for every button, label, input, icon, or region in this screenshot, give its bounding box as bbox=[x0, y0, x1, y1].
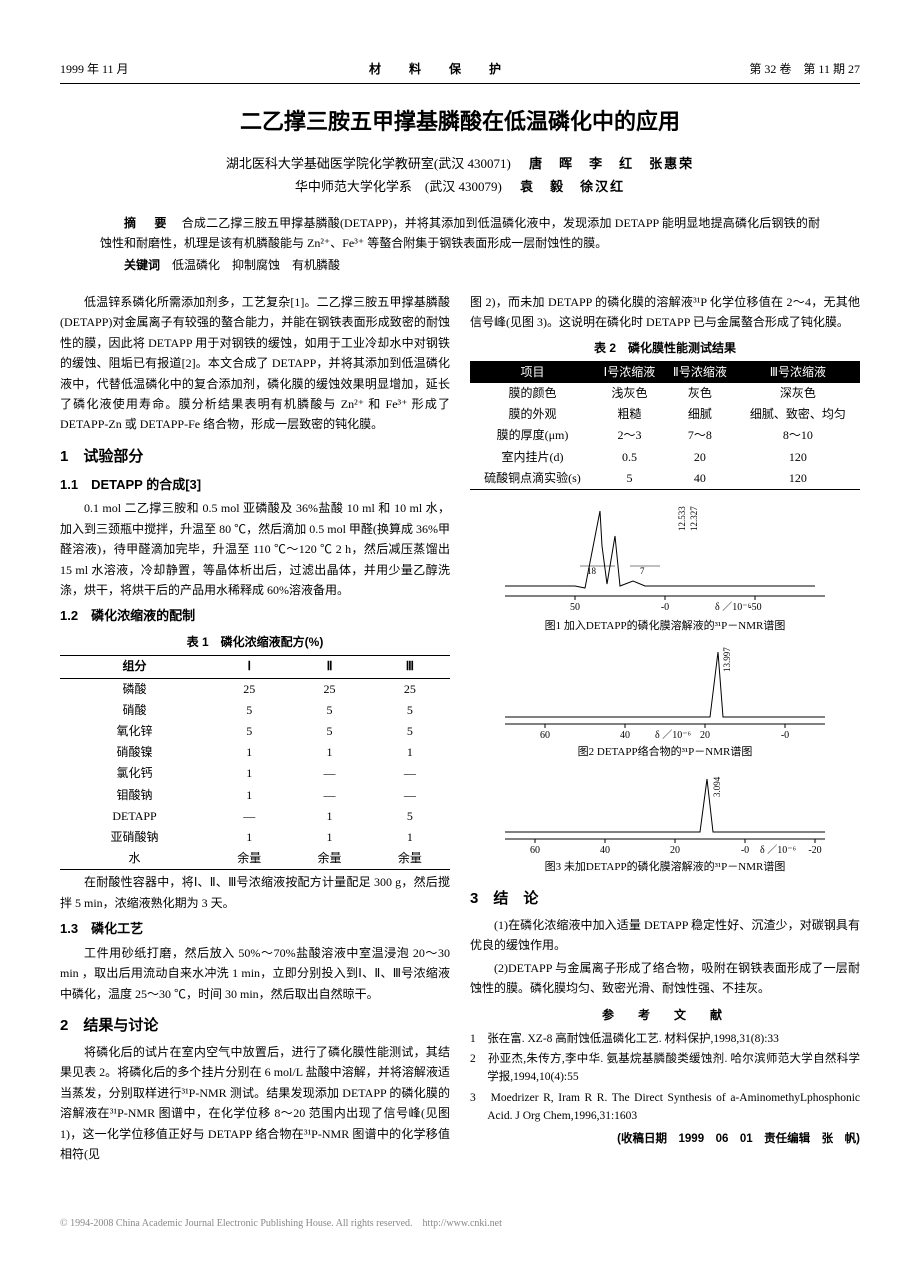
svg-text:-0: -0 bbox=[741, 845, 749, 856]
p11: 0.1 mol 二乙撑三胺和 0.5 mol 亚磷酸及 36%盐酸 10 ml … bbox=[60, 498, 450, 600]
sec12-heading: 1.2 磷化浓缩液的配制 bbox=[60, 606, 450, 627]
svg-text:3.094: 3.094 bbox=[712, 776, 722, 797]
fig2-caption: 图2 DETAPP络合物的³¹P－NMR谱图 bbox=[470, 744, 860, 762]
affil1-inst: 湖北医科大学基础医学院化学教研室(武汉 430071) bbox=[226, 156, 511, 171]
svg-text:12.533: 12.533 bbox=[677, 506, 687, 531]
kw-text: 低温磷化 抑制腐蚀 有机膦酸 bbox=[172, 258, 340, 272]
t1h0: 组分 bbox=[60, 656, 209, 678]
affil1-names: 唐 晖 李 红 张惠荣 bbox=[529, 156, 694, 171]
fig1-caption: 图1 加入DETAPP的磷化膜溶解液的³¹P－NMR谱图 bbox=[470, 618, 860, 636]
svg-text:-0: -0 bbox=[661, 602, 669, 613]
svg-text:13.997: 13.997 bbox=[722, 646, 732, 671]
t1h3: Ⅲ bbox=[370, 656, 450, 678]
svg-text:20: 20 bbox=[700, 730, 710, 741]
affil2-inst: 华中师范大学化学系 (武汉 430079) bbox=[295, 179, 502, 194]
svg-text:-0: -0 bbox=[781, 730, 789, 741]
figure2: 60 40 20 -0 δ ／10⁻⁶ 13.997 图2 DETAPP络合物的… bbox=[470, 642, 860, 762]
table2-caption: 表 2 磷化膜性能测试结果 bbox=[470, 339, 860, 358]
received-date: (收稿日期 1999 06 01 责任编辑 张 帆) bbox=[470, 1130, 860, 1148]
p13: 工件用砂纸打磨，然后放入 50%～70%盐酸溶液中室温浸泡 20～30 min … bbox=[60, 943, 450, 1004]
p12a: 在耐酸性容器中，将Ⅰ、Ⅱ、Ⅲ号浓缩液按配方计量配足 300 g，然后搅拌 5 m… bbox=[60, 872, 450, 913]
header-issue: 第 32 卷 第 11 期 27 bbox=[749, 60, 860, 79]
svg-text:δ ／10⁻⁶: δ ／10⁻⁶ bbox=[715, 601, 751, 613]
footer-copyright: © 1994-2008 China Academic Journal Elect… bbox=[60, 1216, 860, 1232]
abstract-label: 摘 要 bbox=[124, 216, 170, 230]
concl2: (2)DETAPP 与金属离子形成了络合物，吸附在钢铁表面形成了一层耐蚀性的膜。… bbox=[470, 958, 860, 999]
sec3-heading: 3 结 论 bbox=[470, 887, 860, 911]
pcont: 图 2)，而未加 DETAPP 的磷化膜的溶解液³¹P 化学位移值在 2～4，无… bbox=[470, 292, 860, 333]
abstract: 摘 要 合成二乙撑三胺五甲撑基膦酸(DETAPP)，并将其添加到低温磷化液中，发… bbox=[100, 213, 820, 254]
sec1-heading: 1 试验部分 bbox=[60, 445, 450, 469]
table1: 组分 Ⅰ Ⅱ Ⅲ 磷酸252525 硝酸555 氧化锌555 硝酸镍111 氯化… bbox=[60, 655, 450, 870]
sec13-heading: 1.3 磷化工艺 bbox=[60, 919, 450, 940]
header-date: 1999 年 11 月 bbox=[60, 60, 129, 79]
sec11-heading: 1.1 DETAPP 的合成[3] bbox=[60, 475, 450, 496]
references-heading: 参 考 文 献 bbox=[470, 1006, 860, 1025]
svg-text:40: 40 bbox=[620, 730, 630, 741]
affil2-names: 袁 毅 徐汉红 bbox=[520, 179, 625, 194]
ref2: 2 孙亚杰,朱传方,李中华. 氨基烷基膦酸类缓蚀剂. 哈尔滨师范大学自然科学学报… bbox=[470, 1050, 860, 1087]
svg-text:50: 50 bbox=[570, 602, 580, 613]
paper-title: 二乙撑三胺五甲撑基膦酸在低温磷化中的应用 bbox=[60, 104, 860, 139]
right-column: 图 2)，而未加 DETAPP 的磷化膜的溶解液³¹P 化学位移值在 2～4，无… bbox=[470, 290, 860, 1166]
abstract-text: 合成二乙撑三胺五甲撑基膦酸(DETAPP)，并将其添加到低温磷化液中，发现添加 … bbox=[100, 216, 820, 250]
ref3: 3 Moedrizer R, Iram R R. The Direct Synt… bbox=[470, 1089, 860, 1126]
fig3-caption: 图3 未加DETAPP的磷化膜溶解液的³¹P－NMR谱图 bbox=[470, 859, 860, 877]
svg-text:δ ／10⁻⁶: δ ／10⁻⁶ bbox=[655, 729, 691, 741]
intro-para: 低温锌系磷化所需添加剂多，工艺复杂[1]。二乙撑三胺五甲撑基膦酸(DETAPP)… bbox=[60, 292, 450, 435]
svg-text:12.327: 12.327 bbox=[689, 506, 699, 531]
ref1: 1 张在富. XZ-8 高耐蚀低温磷化工艺. 材料保护,1998,31(8):3… bbox=[470, 1030, 860, 1048]
t1h2: Ⅱ bbox=[289, 656, 369, 678]
left-column: 低温锌系磷化所需添加剂多，工艺复杂[1]。二乙撑三胺五甲撑基膦酸(DETAPP)… bbox=[60, 290, 450, 1166]
figure3: 60 40 20 -0 -20 δ ／10⁻⁶ 3.094 图3 未加DETAP… bbox=[470, 767, 860, 877]
svg-text:7: 7 bbox=[640, 566, 645, 576]
svg-text:60: 60 bbox=[540, 730, 550, 741]
svg-text:18: 18 bbox=[587, 566, 597, 576]
table2: 项目 Ⅰ号浓缩液 Ⅱ号浓缩液 Ⅲ号浓缩液 膜的颜色浅灰色灰色深灰色 膜的外观粗糙… bbox=[470, 361, 860, 490]
concl1: (1)在磷化浓缩液中加入适量 DETAPP 稳定性好、沉渣少，对碳钢具有优良的缓… bbox=[470, 915, 860, 956]
svg-text:-20: -20 bbox=[808, 845, 821, 856]
svg-text:δ ／10⁻⁶: δ ／10⁻⁶ bbox=[760, 844, 796, 856]
svg-text:60: 60 bbox=[530, 845, 540, 856]
figure1: 50 -0 -50 δ ／10⁻⁶ 18 7 12.533 12.327 图1 … bbox=[470, 496, 860, 636]
header-journal: 材 料 保 护 bbox=[369, 60, 509, 79]
svg-text:40: 40 bbox=[600, 845, 610, 856]
table1-caption: 表 1 磷化浓缩液配方(%) bbox=[60, 633, 450, 652]
p2: 将磷化后的试片在室内空气中放置后，进行了磷化膜性能测试，其结果见表 2。将磷化后… bbox=[60, 1042, 450, 1164]
kw-label: 关键词 bbox=[124, 258, 160, 272]
sec2-heading: 2 结果与讨论 bbox=[60, 1014, 450, 1038]
svg-text:20: 20 bbox=[670, 845, 680, 856]
t1h1: Ⅰ bbox=[209, 656, 289, 678]
